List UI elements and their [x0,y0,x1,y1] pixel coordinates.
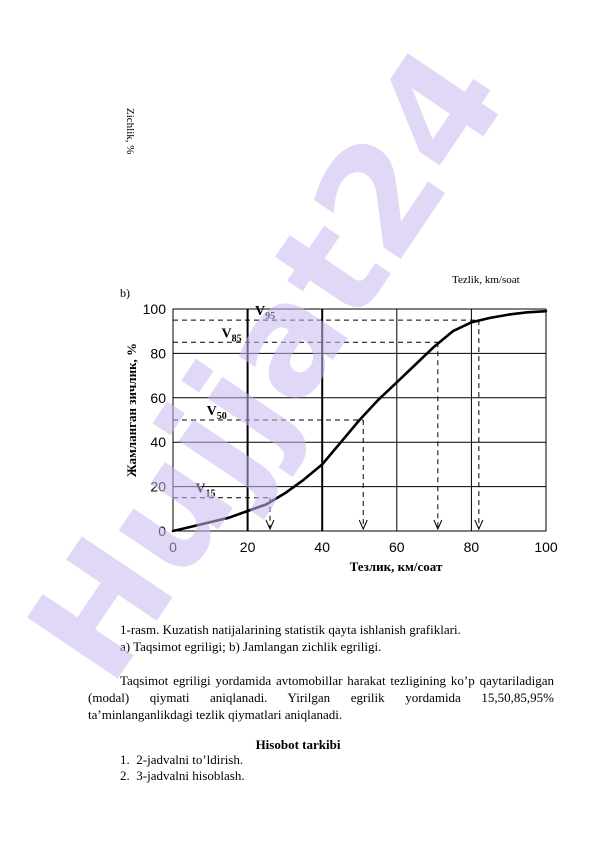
percentile-label: V50 [207,404,227,422]
arrow-down-icon [265,519,275,531]
chart-ticks: 0 20 40 60 80 100 0 20 40 60 80 100 [143,301,558,555]
chart-curve [171,309,548,533]
body-paragraph: Taqsimot egriligi yordamida avtomobillar… [88,673,554,722]
figure-caption-line-2: a) Taqsimot egriligi; b) Jamlangan zichl… [120,639,382,654]
report-list-item: 1. 2-jadvalni to’ldirish. [120,752,243,768]
arrow-down-icon [433,519,443,531]
percentile-label: V95 [255,304,275,322]
chart-x-axis-label: Тезлик, км/соат [350,559,443,574]
y-tick-label: 0 [158,523,166,539]
percentile-label-subscript: 85 [232,333,242,344]
figure-caption-line-1: 1-rasm. Kuzatish natijalarining statisti… [120,622,461,637]
arrow-down-icon [474,519,484,531]
list-item-number: 2. [120,768,130,783]
percentile-label: V15 [195,482,215,500]
chart-guides [173,319,484,531]
x-tick-label: 80 [464,539,480,555]
x-tick-label: 0 [169,539,177,555]
x-tick-label: 60 [389,539,405,555]
y-tick-label: 40 [150,434,166,450]
top-chart-x-axis-label: Tezlik, km/soat [452,274,520,286]
percentile-label: V85 [221,326,241,344]
x-tick-label: 20 [240,539,256,555]
chart-y-axis-label: Жамланган зичлик, % [124,343,139,477]
list-item-number: 1. [120,752,130,767]
report-section-title: Hisobot tarkibi [255,737,341,752]
x-tick-label: 100 [534,539,558,555]
chart-annotations: V15 V50 V85 V95 [195,304,275,500]
y-tick-label: 100 [143,301,167,317]
cumulative-density-chart: 0 20 40 60 80 100 0 20 40 60 80 100 V15 V50 V85 V95 Те… [124,301,558,574]
y-tick-label: 60 [150,390,166,406]
percentile-label-subscript: 50 [217,411,227,422]
percentile-label-subscript: 95 [265,311,275,322]
y-tick-label: 80 [150,345,166,361]
x-tick-label: 40 [314,539,330,555]
percentile-label-subscript: 15 [206,489,216,500]
list-item-text: 2-jadvalni to’ldirish. [136,752,244,767]
cumulative-curve [171,309,548,533]
report-list-item: 2. 3-jadvalni hisoblash. [120,768,245,784]
panel-label-b: b) [120,286,130,300]
list-item-text: 3-jadvalni hisoblash. [136,768,245,783]
y-tick-label: 20 [150,479,166,495]
arrow-down-icon [358,519,368,531]
